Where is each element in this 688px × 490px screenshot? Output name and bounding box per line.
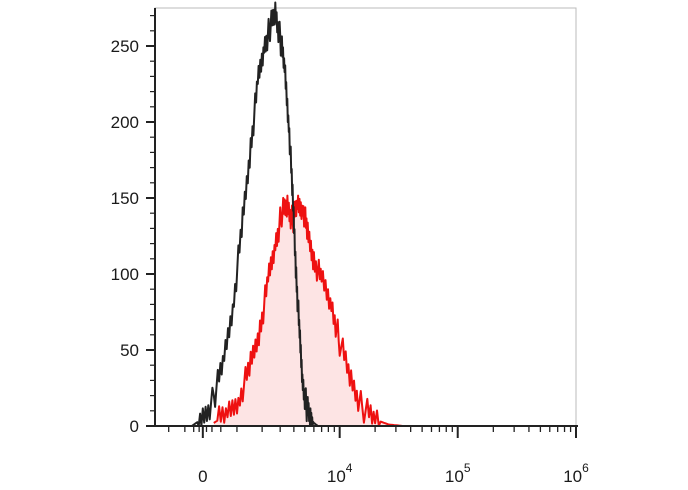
y-tick-label: 250	[111, 37, 139, 56]
x-axis-labels: 0 104 105 106	[198, 461, 589, 486]
y-tick-label: 200	[111, 113, 139, 132]
y-tick-label: 100	[111, 265, 139, 284]
y-tick-label: 150	[111, 189, 139, 208]
y-tick-label: 0	[130, 417, 139, 436]
series-1-line	[213, 194, 403, 427]
plot-frame	[154, 7, 577, 427]
x-tick-label: 106	[563, 461, 589, 486]
series-1-fill	[213, 195, 403, 426]
series-0-line	[191, 1, 319, 427]
x-tick-label: 104	[327, 461, 353, 486]
y-axis-ticks: 0 50 100 150 200 250	[111, 15, 155, 436]
series-layer	[191, 1, 403, 427]
x-axis-ticks	[168, 426, 577, 438]
x-tick-label: 0	[198, 467, 207, 486]
y-tick-label: 50	[120, 341, 139, 360]
x-tick-label: 105	[445, 461, 471, 486]
